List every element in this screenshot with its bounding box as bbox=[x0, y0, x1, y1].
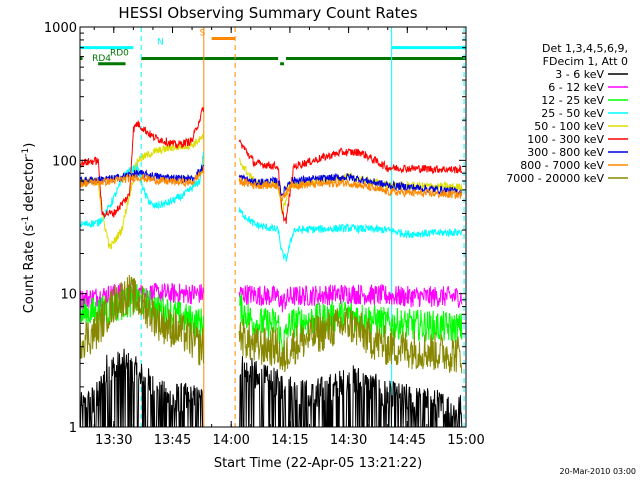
x-tick-label-1: 13:45 bbox=[154, 433, 191, 448]
legend-label-0: 3 - 6 keV bbox=[555, 68, 604, 81]
x-tick-label-4: 14:30 bbox=[330, 433, 367, 448]
series-line-3 bbox=[79, 151, 463, 262]
legend-label-3: 25 - 50 keV bbox=[541, 107, 604, 120]
flag-label-2: RD0 bbox=[110, 49, 129, 59]
y-tick-label-0: 1 bbox=[69, 421, 77, 436]
x-tick-label-2: 14:00 bbox=[212, 433, 249, 448]
y-tick-label-1: 10 bbox=[60, 288, 77, 303]
chart-title: HESSI Observing Summary Count Rates bbox=[118, 4, 417, 22]
flag-label-0: N bbox=[157, 38, 164, 48]
x-axis-label: Start Time (22-Apr-05 13:21:22) bbox=[214, 456, 422, 471]
series-line-7 bbox=[79, 166, 463, 203]
legend-label-1: 6 - 12 keV bbox=[548, 81, 604, 94]
legend-label-2: 12 - 25 keV bbox=[541, 94, 604, 107]
flag-label-3: RD4 bbox=[92, 54, 111, 64]
axis-ticks: 13:30 13:45 14:00 14:15 14:30 14:45 15:00 1 10 10… bbox=[44, 21, 485, 448]
y-tick-label-3: 1000 bbox=[44, 21, 77, 36]
legend-header-0: Det 1,3,4,5,6,9, bbox=[542, 42, 628, 55]
series-line-8 bbox=[79, 274, 463, 374]
series-line-6 bbox=[79, 164, 463, 197]
x-tick-label-5: 14:45 bbox=[389, 433, 426, 448]
y-tick-label-2: 100 bbox=[52, 154, 77, 169]
x-tick-label-3: 14:15 bbox=[271, 433, 308, 448]
legend-label-8: 7000 - 20000 keV bbox=[506, 172, 604, 185]
legend-header-1: FDecim 1, Att 0 bbox=[543, 55, 628, 68]
x-tick-label-0: 13:30 bbox=[95, 433, 132, 448]
timestamp-label: 20-Mar-2010 03:00 bbox=[560, 467, 637, 476]
x-tick-label-6: 15:00 bbox=[447, 433, 484, 448]
plot-frame bbox=[79, 26, 467, 428]
legend-label-5: 100 - 300 keV bbox=[527, 133, 604, 146]
series-line-5 bbox=[79, 107, 463, 224]
y-axis-label: Count Rate (s-1 detector-1) bbox=[21, 143, 37, 314]
legend: Det 1,3,4,5,6,9,FDecim 1, Att 03 - 6 keV… bbox=[506, 42, 628, 185]
legend-label-4: 50 - 100 keV bbox=[534, 120, 604, 133]
flag-label-1: S bbox=[200, 28, 206, 38]
legend-label-7: 800 - 7000 keV bbox=[520, 159, 604, 172]
legend-label-6: 300 - 800 keV bbox=[527, 146, 604, 159]
